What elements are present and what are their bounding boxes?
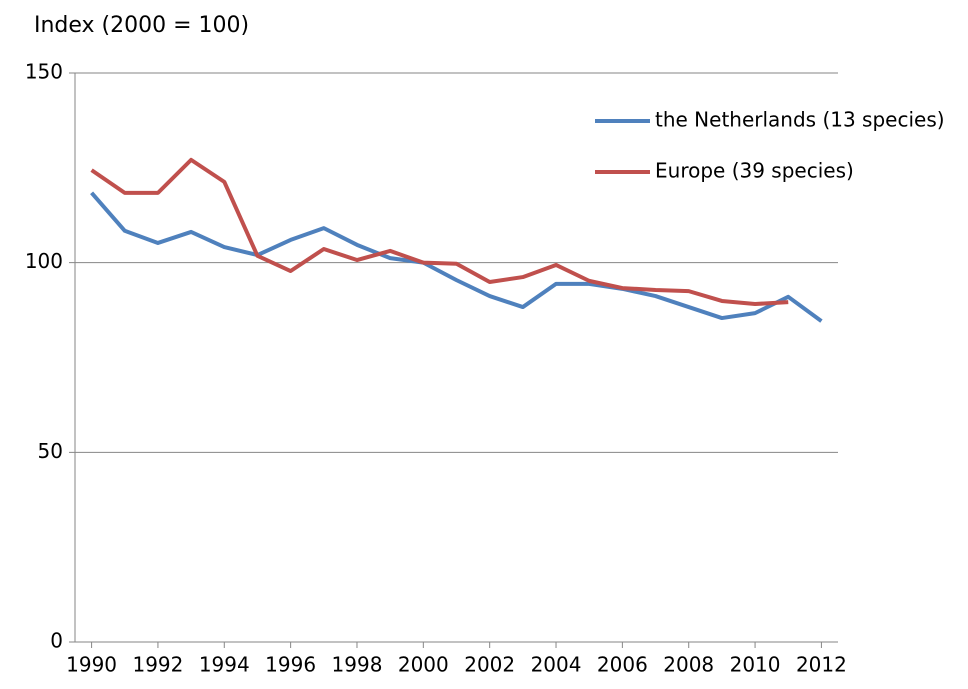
x-tick-label: 2004 xyxy=(531,653,582,677)
y-tick-label: 150 xyxy=(25,60,63,84)
x-tick-label: 2002 xyxy=(464,653,515,677)
legend-label: Europe (39 species) xyxy=(655,159,854,183)
x-tick-label: 2006 xyxy=(597,653,648,677)
x-tick-label: 1990 xyxy=(66,653,117,677)
x-tick-label: 1996 xyxy=(265,653,316,677)
series-line xyxy=(90,157,789,307)
series-line xyxy=(90,191,823,323)
x-tick-label: 2000 xyxy=(398,653,449,677)
y-tick-label: 50 xyxy=(38,439,63,463)
y-tick-label: 0 xyxy=(50,629,63,653)
x-tick-label: 2012 xyxy=(796,653,847,677)
x-tick-label: 1998 xyxy=(332,653,383,677)
x-tick-label: 1992 xyxy=(132,653,183,677)
y-axis-label: Index (2000 = 100) xyxy=(34,13,249,38)
x-tick-label: 2010 xyxy=(730,653,781,677)
x-tick-label: 2008 xyxy=(663,653,714,677)
legend-label: the Netherlands (13 species) xyxy=(655,108,945,132)
y-tick-label: 100 xyxy=(25,249,63,273)
x-tick-label: 1994 xyxy=(199,653,250,677)
